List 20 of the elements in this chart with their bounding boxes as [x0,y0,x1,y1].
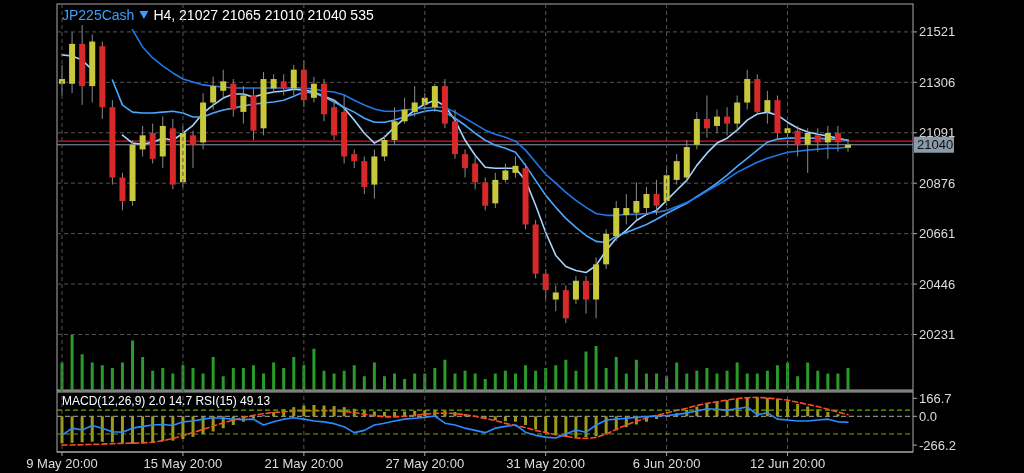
chart-title: MACD(12,26,9) 2.0 14.7 RSI(15) 49.13 [62,394,271,408]
x-tick-label: 12 Jun 20:00 [749,456,826,471]
y-tick-label: 21521 [919,24,956,40]
x-tick-label: 27 May 20:00 [385,456,465,471]
ref-line-label: 21040 [917,137,954,153]
y-tick-label: -266.2 [919,437,956,453]
y-tick-label: 21306 [919,74,956,90]
x-tick-label: 21 May 20:00 [264,456,344,471]
chart-subtitle: H4, 21027 21065 21010 21040 535 [153,7,374,23]
y-tick-label: 166.7 [919,390,952,406]
x-tick-label: 31 May 20:00 [506,456,586,471]
y-tick-label: 20661 [919,226,956,242]
x-tick-label: 6 Jun 20:00 [632,456,701,471]
y-tick-label: 20876 [919,175,956,191]
x-tick-label: 15 May 20:00 [143,456,223,471]
chart-title: JP225Cash [62,7,135,23]
x-tick-label: 9 May 20:00 [26,456,98,471]
y-tick-label: 20446 [919,276,956,292]
y-tick-label: 0.0 [919,408,938,424]
y-tick-label: 20231 [919,327,956,343]
